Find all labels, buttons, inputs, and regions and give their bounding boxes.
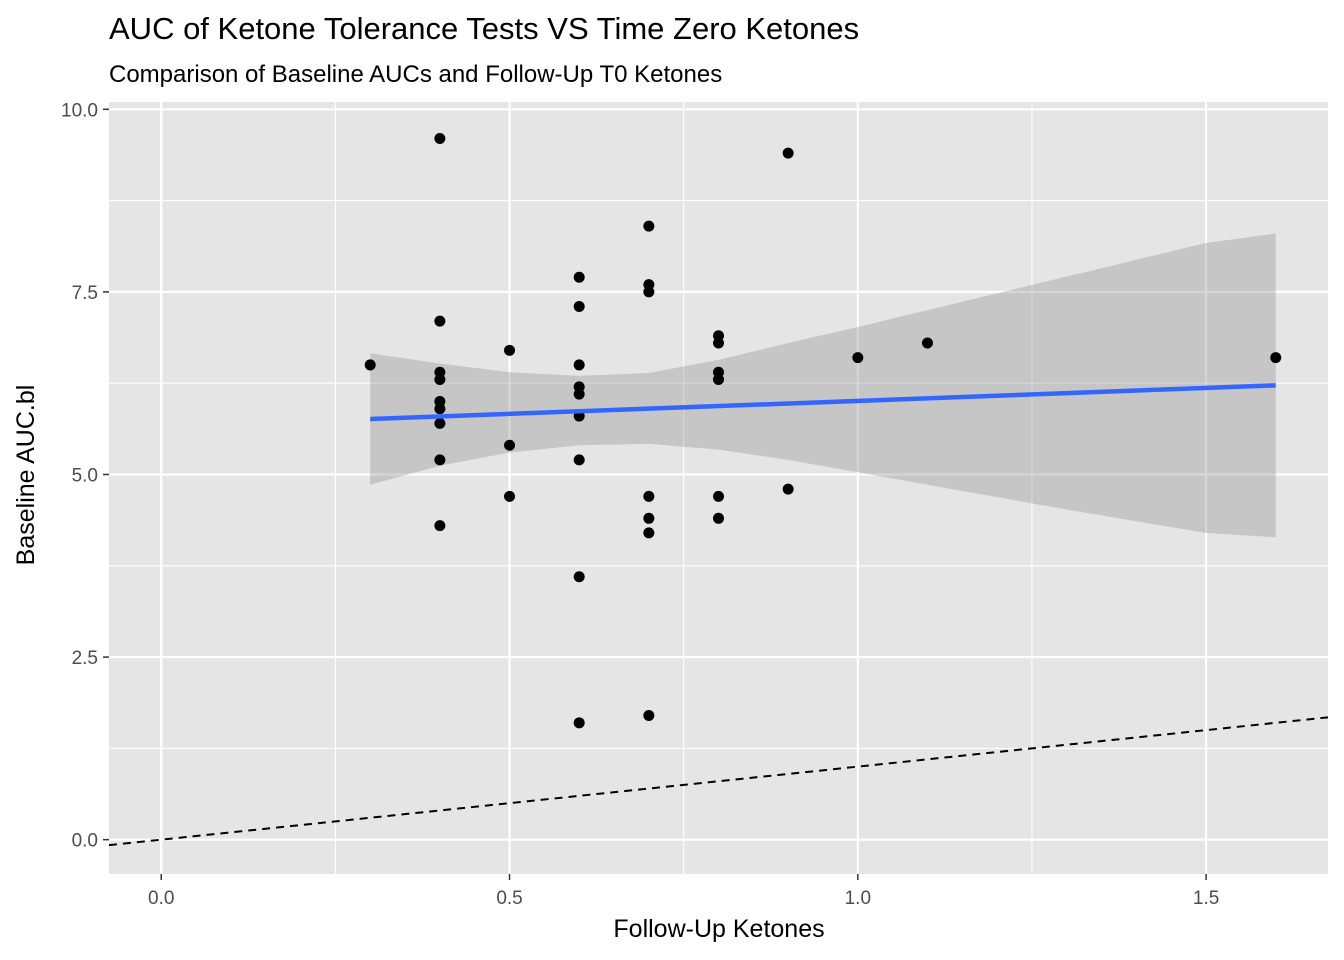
data-point [643, 220, 655, 232]
y-axis: 0.0 2.5 5.0 7.5 10.0 [61, 100, 109, 852]
data-point [713, 490, 724, 502]
data-point [852, 352, 864, 364]
data-point [504, 344, 516, 356]
data-point [1270, 352, 1282, 364]
data-point [573, 388, 585, 400]
data-point [643, 512, 655, 524]
regression-line [370, 383, 1276, 422]
x-axis: 0.0 0.5 1.0 1.5 [148, 874, 1219, 909]
plot-panel [109, 102, 1328, 874]
data-point [504, 490, 516, 502]
data-point [434, 315, 446, 327]
data-point [643, 710, 655, 722]
data-point [573, 271, 585, 283]
data-point [921, 337, 933, 349]
y-tick-label: 5.0 [72, 465, 98, 486]
data-point [504, 439, 516, 451]
x-tick-label: 0.0 [148, 888, 174, 909]
x-tick-label: 0.5 [496, 888, 522, 909]
data-point [713, 374, 724, 386]
data-point [434, 417, 446, 429]
fit-line-layer [370, 383, 1276, 422]
data-point [573, 717, 585, 729]
y-tick-label: 7.5 [72, 283, 98, 304]
y-tick-label: 0.0 [72, 831, 98, 852]
x-tick-label: 1.5 [1193, 888, 1219, 909]
y-tick-label: 10.0 [61, 100, 98, 121]
data-point [643, 286, 655, 298]
data-point [573, 454, 585, 466]
chart-title: AUC of Ketone Tolerance Tests VS Time Ze… [109, 11, 859, 46]
chart-subtitle: Comparison of Baseline AUCs and Follow-U… [109, 61, 722, 88]
data-point [782, 147, 794, 159]
data-point [434, 520, 446, 532]
data-point [434, 403, 446, 415]
data-point [434, 454, 446, 466]
data-point [713, 337, 724, 349]
data-point [573, 359, 585, 371]
data-point [713, 512, 724, 524]
confidence-band-layer [370, 233, 1276, 538]
confidence-band [370, 233, 1276, 538]
x-tick-label: 1.0 [845, 888, 871, 909]
data-point [434, 374, 446, 386]
data-point [782, 483, 794, 495]
data-point [573, 301, 585, 313]
data-point [364, 359, 376, 371]
y-axis-title: Baseline AUC.bl [12, 385, 40, 566]
data-point [573, 571, 585, 583]
data-point [643, 490, 655, 502]
y-tick-label: 2.5 [72, 648, 98, 669]
x-axis-title: Follow-Up Ketones [613, 915, 824, 943]
data-point [434, 133, 446, 145]
major-gridlines [109, 102, 1328, 874]
data-point [643, 527, 655, 539]
